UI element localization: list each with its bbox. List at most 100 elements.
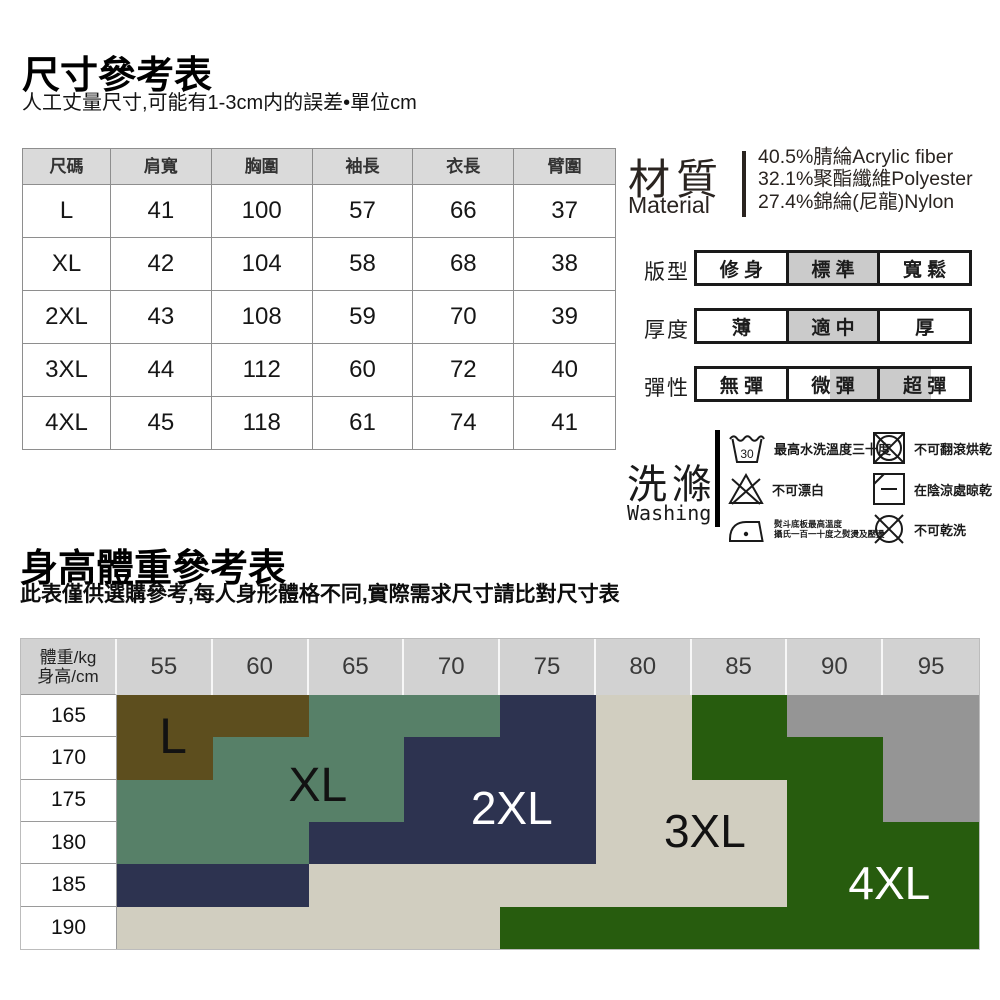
material-title-zh: 材質 xyxy=(628,156,725,203)
hw-size-cell xyxy=(787,906,884,949)
hw-size-cell xyxy=(787,737,884,780)
thickness-option-thick: 厚 xyxy=(915,317,935,339)
wash-item-label: 不可翻滾烘乾 xyxy=(914,441,993,457)
size-table-cell: 41 xyxy=(514,397,615,449)
hw-height-label: 190 xyxy=(21,906,117,949)
hw-size-cell xyxy=(595,864,692,907)
hw-section-title: 身高體重參考表 xyxy=(20,547,287,590)
hw-size-cell xyxy=(595,737,692,780)
region-label-2XL: 2XL xyxy=(470,782,553,835)
hw-size-cell xyxy=(212,864,309,907)
size-column-header: 胸圍 xyxy=(211,149,313,185)
size-table-cell: 37 xyxy=(514,185,615,238)
hw-size-cell xyxy=(883,864,979,907)
thickness-option-thin: 薄 xyxy=(697,311,789,341)
size-table-cell: 66 xyxy=(413,185,515,238)
thickness-option-medium: 適 中 xyxy=(788,311,881,341)
fit-option-standard: 標 準 xyxy=(788,253,881,283)
fit-option-slim: 修 身 xyxy=(697,253,789,283)
region-label-4XL: 4XL xyxy=(848,856,931,909)
hw-size-cell xyxy=(212,695,309,738)
hw-size-cell xyxy=(691,779,788,822)
hw-size-cell xyxy=(308,737,405,780)
size-table-cell: 2XL xyxy=(23,291,111,344)
thickness-label: 厚度 xyxy=(644,319,690,342)
hw-size-cell xyxy=(595,779,692,822)
hw-size-cell xyxy=(404,821,501,865)
hw-size-cell xyxy=(500,695,596,738)
size-column-header: 臂圍 xyxy=(514,149,615,185)
wash-item-max-temp: 30 最高水洗溫度三十度 xyxy=(727,429,891,467)
hw-size-cell xyxy=(404,737,501,780)
size-table-row: XL 42 104 58 68 38 xyxy=(23,238,615,291)
size-table-cell: 43 xyxy=(111,291,212,344)
size-table-cell: 118 xyxy=(211,397,313,449)
size-table-cell: 41 xyxy=(111,185,212,238)
wash-item-iron-max-110: 熨斗底板最高溫度 攝氏一百一十度之熨燙及壓燙 xyxy=(727,510,885,548)
size-table-cell: 74 xyxy=(413,397,515,449)
hw-size-cell xyxy=(404,695,501,738)
size-table-cell: 72 xyxy=(413,344,515,397)
hw-size-cell xyxy=(691,695,788,738)
hw-size-cell xyxy=(117,695,213,738)
size-table-cell: 108 xyxy=(211,291,313,344)
hw-size-cell xyxy=(500,737,596,780)
size-column-header: 袖長 xyxy=(312,149,414,185)
hw-size-cell xyxy=(787,821,884,865)
size-table-row: 2XL 43 108 59 70 39 xyxy=(23,291,615,344)
hw-height-label: 165 xyxy=(21,695,117,738)
size-table-cell: 39 xyxy=(514,291,615,344)
hw-corner-cell: 體重/kg 身高/cm xyxy=(21,639,117,695)
hw-header-row: 體重/kg 身高/cm 55 60 65 70 75 80 85 90 95 xyxy=(21,639,979,695)
size-table-cell: XL xyxy=(23,238,111,291)
wash-item-no-tumble-dry: 不可翻滾烘乾 xyxy=(871,429,992,467)
size-table-cell: L xyxy=(23,185,111,238)
hw-size-cell xyxy=(404,779,501,822)
hw-size-cell xyxy=(787,864,884,907)
region-label-3XL: 3XL xyxy=(663,804,746,857)
elasticity-highlight-band xyxy=(830,369,931,399)
size-table-cell: 45 xyxy=(111,397,212,449)
wash-item-no-dry-clean: 不可乾洗 xyxy=(871,510,966,548)
size-table-cell: 70 xyxy=(413,291,515,344)
hw-weight-header: 70 xyxy=(404,639,501,695)
fit-options: 修 身 標 準 寬 鬆 xyxy=(694,250,972,286)
hw-size-cell xyxy=(883,906,979,949)
hw-size-cell xyxy=(212,821,309,865)
hw-height-label: 170 xyxy=(21,737,117,780)
elasticity-option-none: 無 彈 xyxy=(697,369,789,399)
hw-size-cell xyxy=(308,695,405,738)
hw-size-cell xyxy=(308,906,405,949)
material-divider xyxy=(742,151,746,217)
size-table-cell: 44 xyxy=(111,344,212,397)
hw-weight-header: 85 xyxy=(691,639,788,695)
material-composition-line: 40.5%腈綸Acrylic fiber xyxy=(758,146,954,168)
size-column-header: 衣長 xyxy=(413,149,515,185)
hw-size-cell xyxy=(883,821,979,865)
hw-height-label: 180 xyxy=(21,821,117,865)
region-label-L: L xyxy=(159,708,187,765)
hw-size-cell xyxy=(117,821,213,865)
material-composition-line: 32.1%聚酯纖維Polyester xyxy=(758,168,973,191)
hw-size-cell xyxy=(883,695,979,738)
hw-size-cell xyxy=(500,906,596,949)
hw-size-cell xyxy=(117,906,213,949)
size-table-cell: 68 xyxy=(413,238,515,291)
hw-size-cell xyxy=(883,779,979,822)
hw-size-cell xyxy=(117,737,213,780)
size-table-header-row: 尺碼 肩寬 胸圍 袖長 衣長 臂圍 xyxy=(23,149,615,185)
fit-option-loose: 寬 鬆 xyxy=(903,259,947,281)
size-table-cell: 4XL xyxy=(23,397,111,449)
region-label-XL: XL xyxy=(288,759,348,813)
hw-section-subtitle: 此表僅供選購參考,每人身形體格不同,實際需求尺寸請比對尺寸表 xyxy=(20,583,620,606)
washing-title-en: Washing xyxy=(627,501,712,525)
size-table-cell: 42 xyxy=(111,238,212,291)
hw-size-cell xyxy=(500,779,596,822)
hw-size-cell xyxy=(500,864,596,907)
hw-height-label: 175 xyxy=(21,779,117,822)
hw-size-cell xyxy=(212,779,309,822)
wash-item-dry-in-shade: 在陰涼處晾乾 xyxy=(871,470,992,508)
hw-weight-header: 80 xyxy=(595,639,692,695)
wash-item-label: 不可漂白 xyxy=(772,482,825,498)
washing-divider xyxy=(715,430,720,527)
